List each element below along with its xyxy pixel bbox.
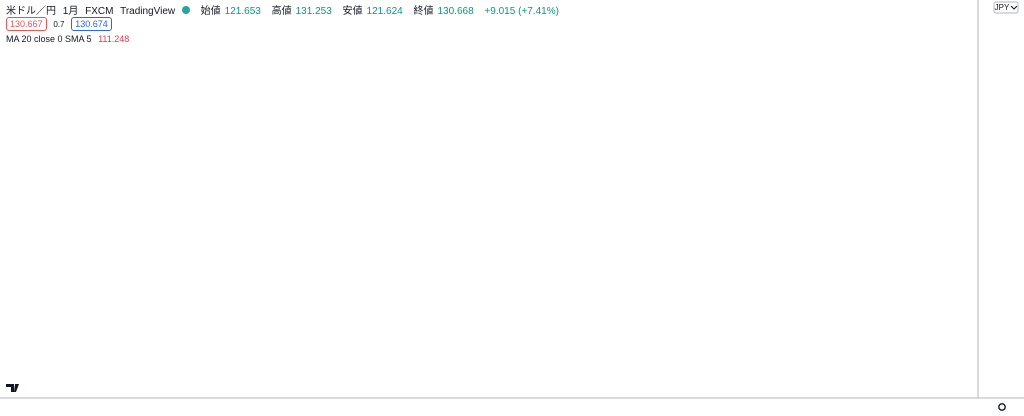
indicator-value: 111.248 — [98, 34, 130, 44]
open-value: 121.653 — [224, 6, 261, 17]
low-label: 安値 — [342, 6, 363, 17]
low-value: 121.624 — [366, 6, 403, 17]
change: +9.015 (+7.41%) — [484, 6, 559, 17]
spread: 0.7 — [53, 20, 65, 29]
indicator-name: MA 20 close 0 SMA 5 — [6, 34, 92, 44]
tv-logo — [6, 384, 19, 392]
source: FXCM — [85, 6, 114, 17]
platform: TradingView — [120, 6, 176, 17]
symbol: 米ドル／円 — [6, 6, 56, 17]
interval: 1月 — [62, 6, 79, 17]
currency-label: JPY — [995, 3, 1010, 12]
close-value: 130.668 — [437, 6, 474, 17]
open-label: 始値 — [200, 6, 221, 17]
market-status — [181, 6, 190, 14]
quote-line: 130.667 0.7 130.674 — [6, 17, 116, 31]
bid[interactable]: 130.667 — [6, 17, 47, 31]
currency-button[interactable] — [993, 1, 1019, 14]
overlay: JPY — [6, 1, 1019, 411]
close-label: 終値 — [413, 6, 434, 17]
high-value: 131.253 — [295, 6, 332, 17]
indicator-line: MA 20 close 0 SMA 5 111.248 — [6, 34, 133, 44]
settings-icon[interactable] — [998, 403, 1006, 411]
dropdown-arrow — [1010, 5, 1018, 10]
axes — [0, 0, 1024, 399]
header-line: 米ドル／円 1月 FXCM TradingView 始値 121.653 高値 13… — [6, 2, 563, 17]
ask[interactable]: 130.674 — [71, 17, 112, 31]
high-label: 高値 — [271, 6, 292, 17]
